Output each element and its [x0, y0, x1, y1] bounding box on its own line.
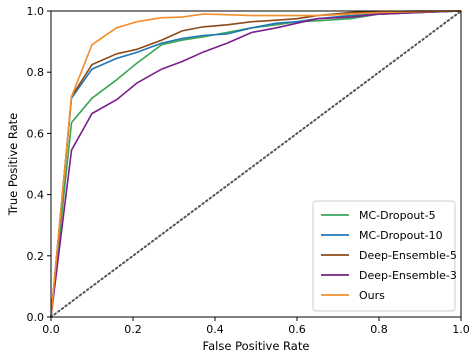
- y-tick-label: 1.0: [27, 5, 45, 18]
- x-tick-label: 0.2: [124, 323, 142, 336]
- plot-frame: [50, 10, 462, 318]
- x-tick-label: 0.8: [370, 323, 388, 336]
- plot-area: [50, 10, 462, 318]
- x-tick-label: 0.6: [288, 323, 306, 336]
- series-line-ours: [50, 10, 462, 318]
- legend-label: MC-Dropout-5: [359, 209, 436, 222]
- x-tick-label: 0.4: [206, 323, 224, 336]
- legend-label: MC-Dropout-10: [359, 229, 443, 242]
- y-axis-label: True Positive Rate: [6, 113, 20, 216]
- series-line-deep-ensemble-5: [50, 10, 461, 318]
- series-line-mc-dropout-10: [50, 10, 462, 318]
- y-tick-label: 0.4: [27, 189, 45, 202]
- y-tick-label: 0.8: [27, 66, 45, 79]
- x-tick-label: 0.0: [42, 323, 60, 336]
- series-line-deep-ensemble-3: [50, 10, 462, 318]
- x-axis-label: False Positive Rate: [203, 339, 310, 353]
- axes: 0.0 0.2 0.4 0.6 0.8 1.0 0.0 0.2 0.4 0.6 0.8 1.0: [27, 5, 470, 336]
- series-line-mc-dropout-5: [50, 10, 462, 318]
- legend-label: Deep-Ensemble-5: [359, 249, 457, 262]
- y-tick-label: 0.6: [27, 127, 45, 140]
- legend-label: Deep-Ensemble-3: [359, 269, 457, 282]
- x-tick-label: 1.0: [452, 323, 470, 336]
- y-tick-label: 0.0: [27, 311, 45, 324]
- legend-box: [312, 200, 456, 312]
- legend-label: Ours: [359, 289, 385, 302]
- diagonal-reference-line: [50, 10, 462, 318]
- y-tick-label: 0.2: [27, 250, 45, 263]
- legend: MC-Dropout-5 MC-Dropout-10 Deep-Ensemble-5…: [312, 200, 457, 312]
